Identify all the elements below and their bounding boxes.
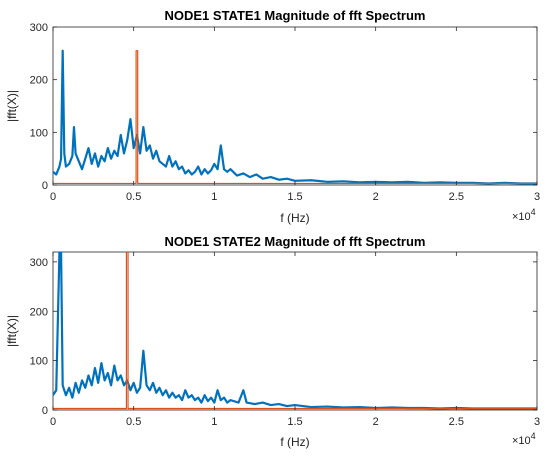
x-tick-label: 2 <box>373 191 379 203</box>
plot-area <box>52 251 538 411</box>
y-axis-label: |fft(X)| <box>5 90 19 122</box>
x-tick-label: 1.5 <box>287 191 302 203</box>
x-tick-label: 0 <box>50 416 56 428</box>
x-tick-label: 3 <box>534 191 540 203</box>
x-tick-label: 3 <box>534 416 540 428</box>
x-tick-label: 2.5 <box>449 191 464 203</box>
y-tick-label: 0 <box>42 405 48 417</box>
x-tick-label: 1.5 <box>287 416 302 428</box>
subplot-bottom: NODE1 STATE2 Magnitude of fft Spectrum |… <box>5 234 540 449</box>
y-tick-label: 100 <box>30 356 48 368</box>
x-exponent-base: ×10 <box>512 435 531 447</box>
y-tick-label: 0 <box>42 180 48 192</box>
series-line-marker <box>53 50 537 185</box>
y-tick-label: 300 <box>30 257 48 269</box>
x-tick-label: 2.5 <box>449 416 464 428</box>
series-line-marker <box>53 252 537 410</box>
x-exponent-power: 4 <box>531 207 536 217</box>
series-line-spectrum <box>53 252 537 410</box>
chart-title: NODE1 STATE2 Magnitude of fft Spectrum <box>165 234 426 249</box>
x-tick-label: 0.5 <box>126 191 141 203</box>
series-line-spectrum <box>53 49 537 185</box>
x-exponent-power: 4 <box>531 431 536 441</box>
plot-area <box>52 26 538 186</box>
x-exponent-base: ×10 <box>512 211 531 223</box>
x-tick-label: 2 <box>373 416 379 428</box>
y-tick-label: 200 <box>30 75 48 87</box>
x-axis-label: f (Hz) <box>280 435 309 449</box>
x-tick-label: 0.5 <box>126 416 141 428</box>
x-axis-label: f (Hz) <box>280 211 309 225</box>
x-exponent-label: ×104 <box>512 431 536 447</box>
x-tick-label: 1 <box>211 416 217 428</box>
chart-title: NODE1 STATE1 Magnitude of fft Spectrum <box>165 8 426 23</box>
y-tick-label: 300 <box>30 22 48 34</box>
x-tick-label: 1 <box>211 191 217 203</box>
x-exponent-label: ×104 <box>512 207 536 223</box>
y-tick-label: 100 <box>30 127 48 139</box>
y-tick-label: 200 <box>30 306 48 318</box>
subplot-top: NODE1 STATE1 Magnitude of fft Spectrum |… <box>5 8 540 225</box>
y-axis-label: |fft(X)| <box>5 315 19 347</box>
x-tick-label: 0 <box>50 191 56 203</box>
